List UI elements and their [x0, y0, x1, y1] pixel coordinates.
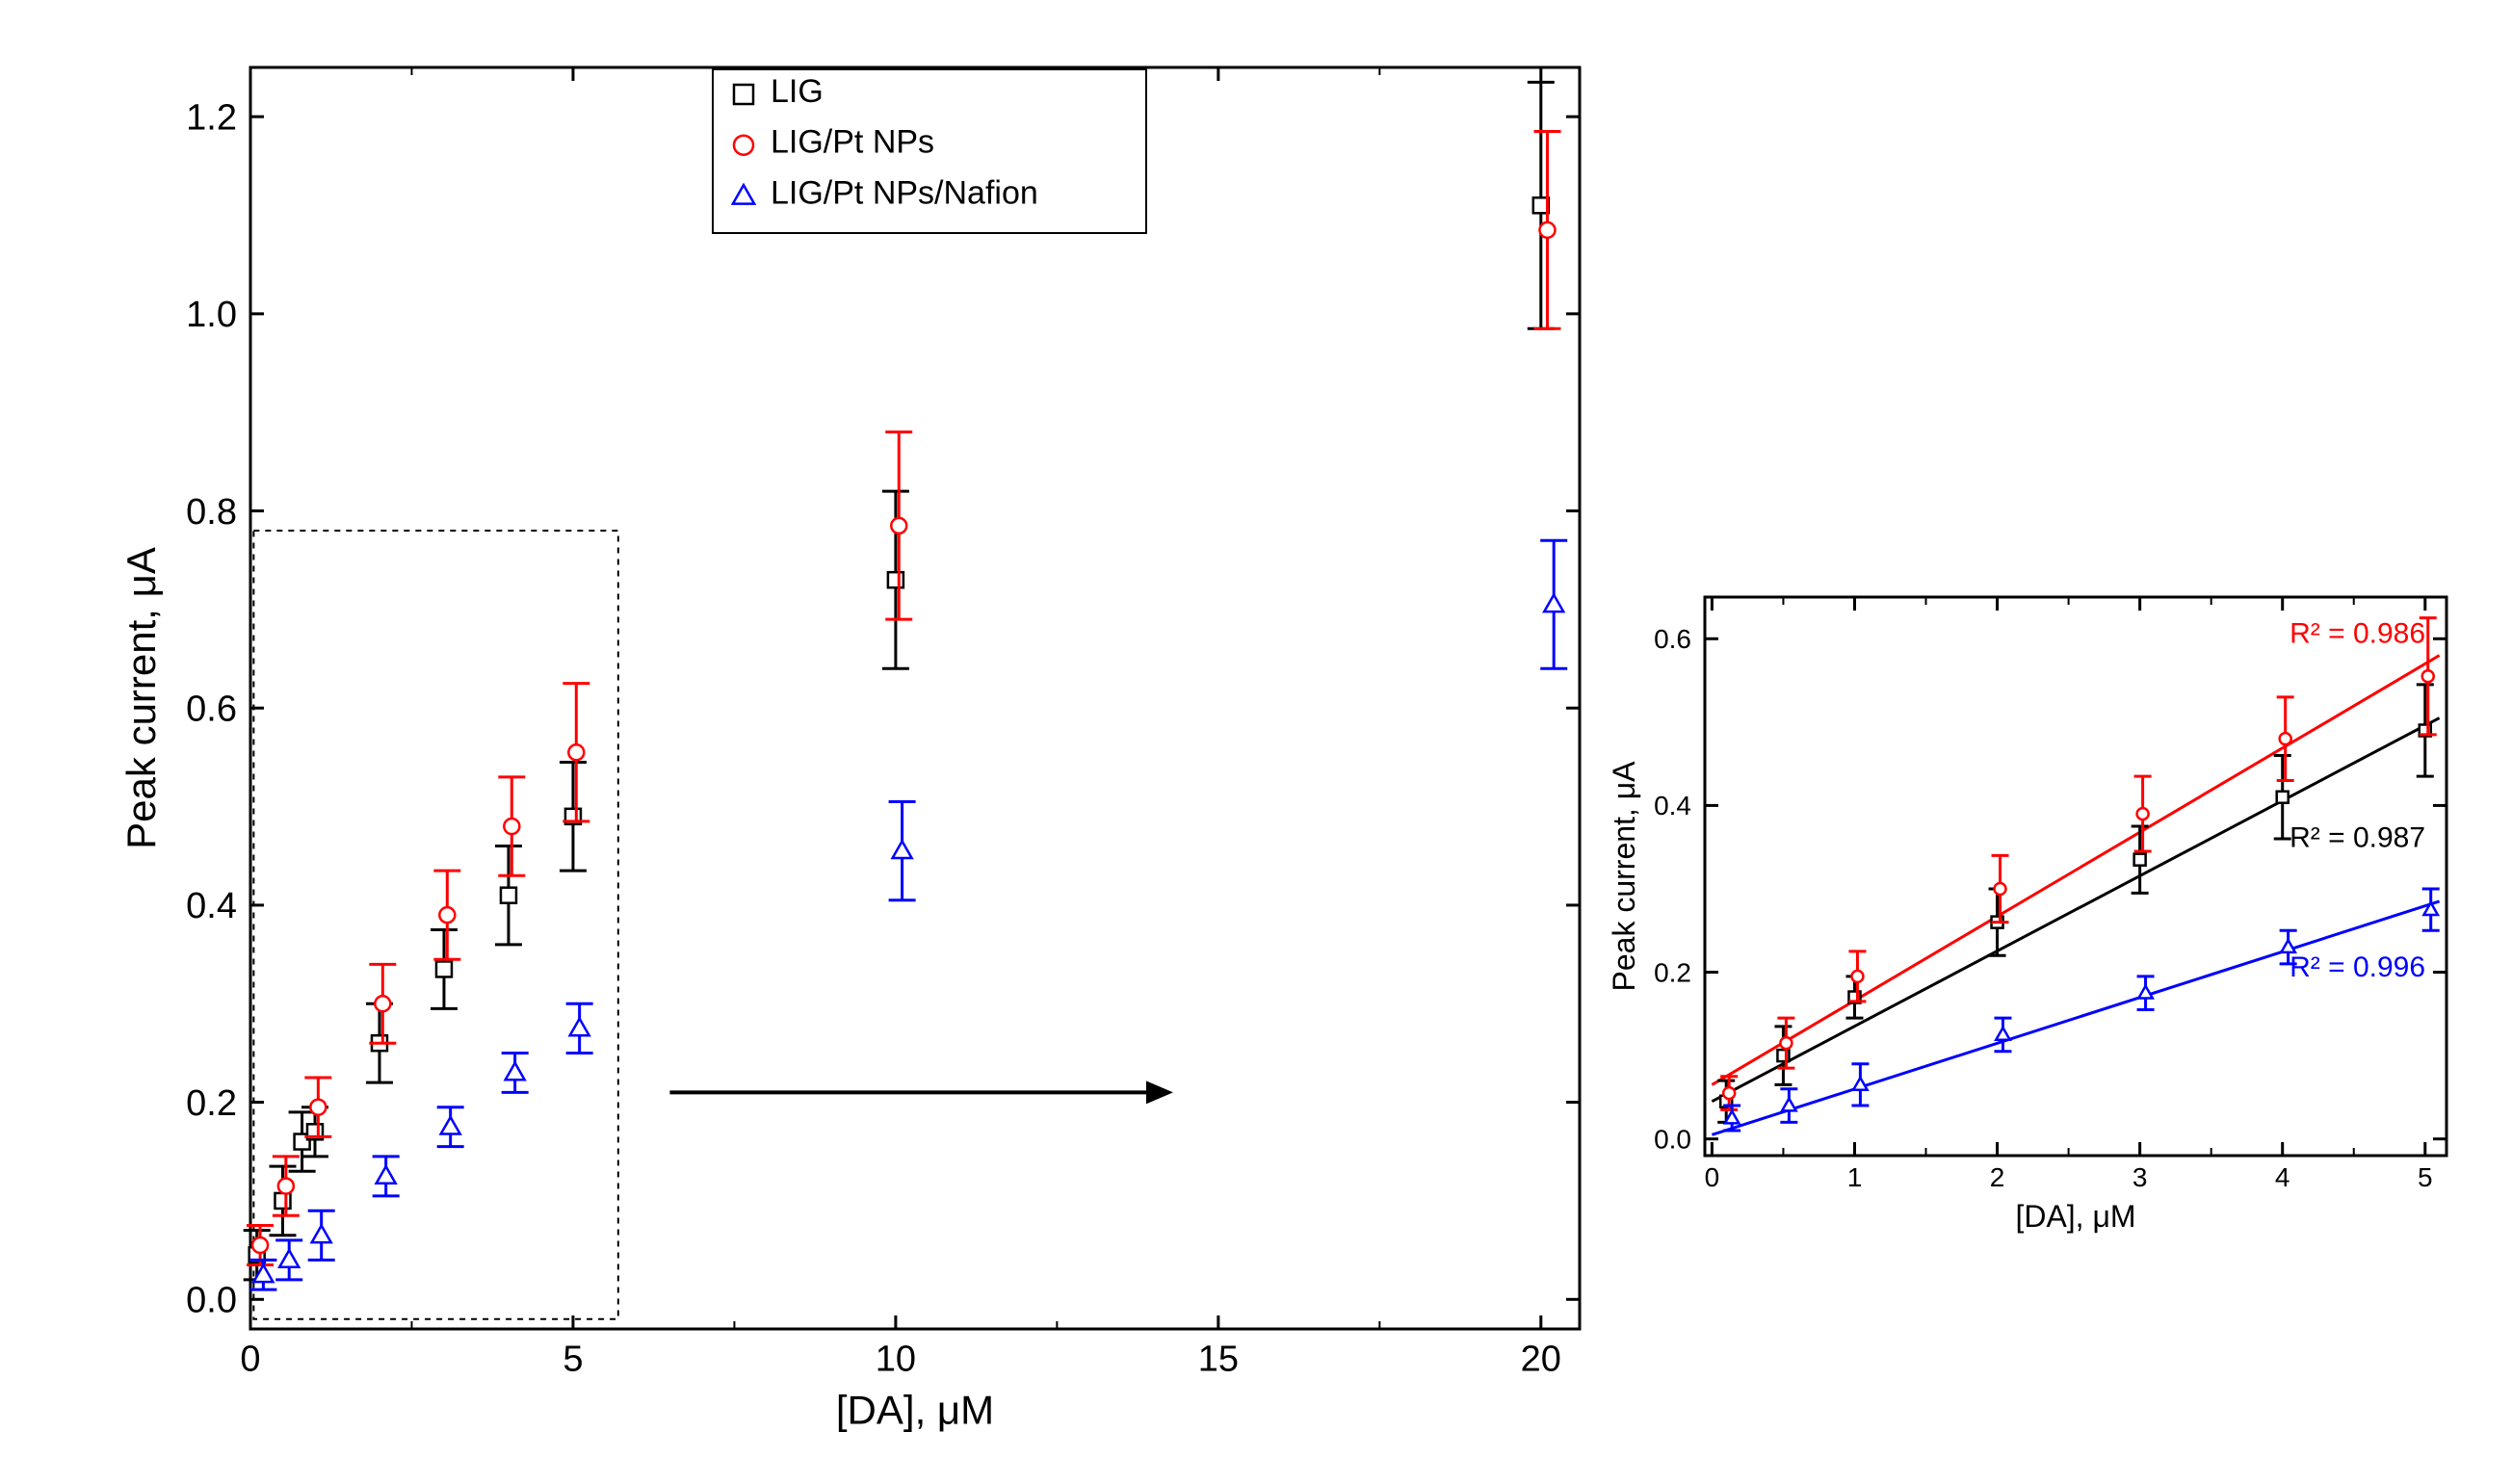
x-axis-label: [DA], μM: [2015, 1199, 2135, 1234]
y-tick-label: 0.4: [1654, 791, 1691, 820]
legend-label: LIG/Pt NPs: [771, 124, 934, 161]
y-tick-label: 0.0: [186, 1281, 237, 1321]
y-tick-label: 0.6: [186, 690, 237, 730]
x-tick-label: 10: [876, 1340, 916, 1380]
chart-root: 051015200.00.20.40.60.81.01.2[DA], μMPea…: [0, 0, 2512, 1484]
y-tick-label: 0.2: [1654, 957, 1691, 987]
y-tick-label: 1.0: [186, 295, 237, 335]
x-tick-label: 5: [2418, 1162, 2433, 1192]
x-tick-label: 5: [563, 1340, 583, 1380]
r2-label: R² = 0.986: [2290, 618, 2425, 650]
inset-chart: 0 1 2 3 4 5 0.0 0.2 0.4 0.6 [DA], μM Peak current, …: [1589, 549, 2504, 1262]
x-tick-label: 0: [1705, 1162, 1720, 1192]
y-tick-label: 1.2: [186, 97, 237, 138]
y-tick-label: 0.2: [186, 1083, 237, 1124]
x-tick-label: 2: [1990, 1162, 2005, 1192]
main-chart: 0 5 10 15 20 0.0 0.2 0.4 0.6 0.8 1.0 1.2 [DA], μM Pea…: [118, 67, 1580, 1432]
legend: LIG LIG/Pt NPs LIG/Pt NPs/Nafion: [713, 69, 1146, 233]
x-tick-label: 4: [2275, 1162, 2290, 1192]
y-tick-label: 0.8: [186, 492, 237, 533]
x-tick-label: 0: [240, 1340, 260, 1380]
y-axis-label: Peak current, μA: [1607, 761, 1641, 992]
series-lig: [244, 82, 1555, 1279]
r2-label: R² = 0.987: [2290, 822, 2425, 854]
x-tick-label: 20: [1521, 1340, 1561, 1380]
zoom-arrow-head: [1146, 1080, 1173, 1104]
x-axis-label: [DA], μM: [836, 1387, 994, 1432]
y-axis-label: Peak current, μA: [118, 547, 164, 849]
y-tick-label: 0.6: [1654, 624, 1691, 654]
y-tick-label: 0.4: [186, 886, 237, 926]
legend-label: LIG/Pt NPs/Nafion: [771, 174, 1038, 211]
zoom-region-box: [253, 531, 617, 1319]
x-tick-label: 1: [1847, 1162, 1863, 1192]
legend-label: LIG: [771, 73, 824, 110]
series-lig-pt-nps: [247, 132, 1560, 1265]
x-tick-label: 3: [2133, 1162, 2148, 1192]
y-tick-label: 0.0: [1654, 1124, 1691, 1154]
r2-label: R² = 0.996: [2290, 951, 2425, 983]
x-tick-label: 15: [1198, 1340, 1239, 1380]
chart-svg: 051015200.00.20.40.60.81.01.2[DA], μMPea…: [0, 0, 2512, 1484]
